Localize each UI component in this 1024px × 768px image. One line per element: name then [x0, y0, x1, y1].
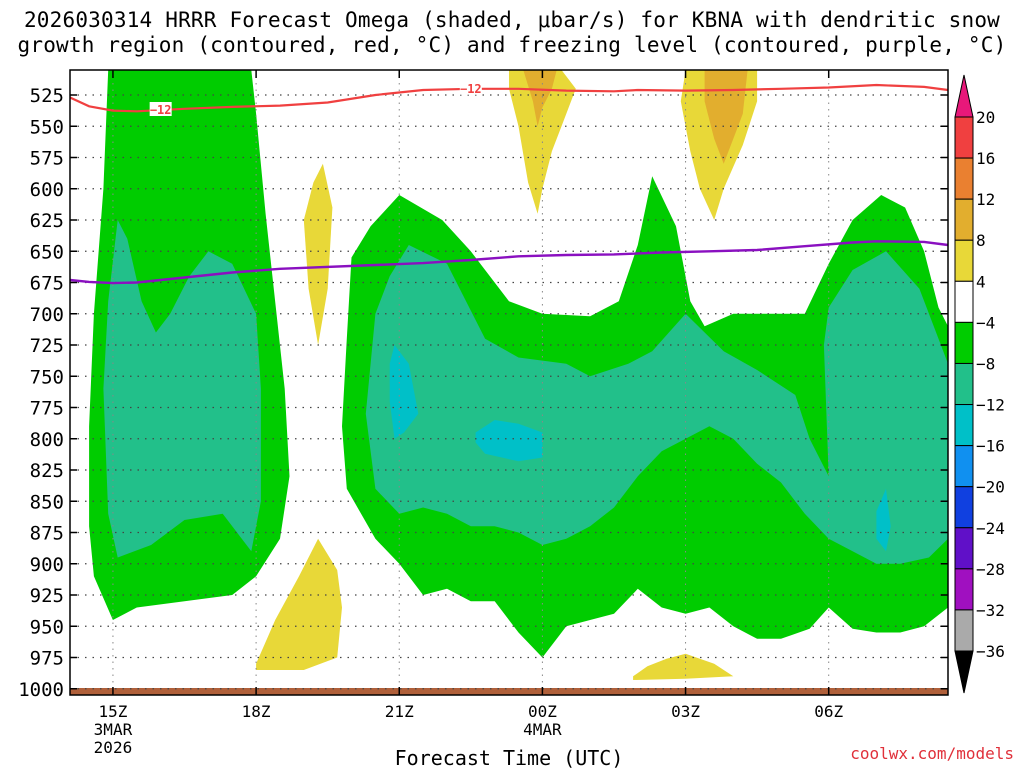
colorbar-label-3: 8	[976, 231, 986, 250]
colorbar-label-7: −12	[976, 396, 1005, 415]
omega-region-2	[103, 220, 261, 558]
colorbar-seg-1	[954, 157, 974, 200]
omega-region-7	[303, 163, 333, 345]
colorbar: 20 16 12 8 4 −4 −8 −12 −16 −20 −24 −28 −32 −36	[954, 74, 1005, 694]
y-label-875: 875	[30, 523, 64, 545]
terrain-strip	[70, 688, 948, 695]
colorbar-cap-bottom	[954, 650, 974, 694]
x-label-06Z: 06Z	[814, 702, 843, 721]
omega-region-11	[633, 653, 734, 680]
plot-frame	[69, 69, 949, 696]
dendritic-label-1-bg	[149, 102, 172, 116]
x-axis-label: Forecast Time (UTC)	[395, 746, 624, 768]
x-label-00Z: 00Z	[528, 702, 557, 721]
y-label-650: 650	[30, 241, 64, 263]
y-label-625: 625	[30, 210, 64, 232]
colorbar-label-0: 20	[976, 108, 995, 127]
colorbar-cap-top	[954, 74, 974, 118]
omega-region-3	[365, 245, 948, 564]
colorbar-label-4: 4	[976, 272, 986, 291]
y-label-825: 825	[30, 460, 64, 482]
colorbar-seg-11	[954, 568, 974, 611]
x-label-21Z: 21Z	[385, 702, 414, 721]
omega-region-13	[704, 70, 748, 164]
y-label-525: 525	[30, 85, 64, 107]
colorbar-seg-9	[954, 486, 974, 529]
x-sublabel2-15Z: 2026	[94, 738, 133, 757]
colorbar-label-6: −8	[976, 354, 995, 373]
dendritic-label-2-bg	[459, 80, 482, 95]
y-label-725: 725	[30, 335, 64, 357]
y-label-900: 900	[30, 554, 64, 576]
colorbar-seg-4	[954, 280, 974, 323]
y-label-750: 750	[30, 366, 64, 388]
contour-lines: −12 −12	[69, 80, 949, 285]
y-label-1000: 1000	[18, 679, 64, 701]
y-label-850: 850	[30, 491, 64, 513]
y-label-575: 575	[30, 148, 64, 170]
freezing-level-line	[69, 240, 949, 285]
omega-region-8	[256, 538, 342, 670]
colorbar-seg-6	[954, 362, 974, 406]
colorbar-label-12: −32	[976, 601, 1005, 620]
x-label-15Z: 15Z	[98, 702, 127, 721]
colorbar-label-8: −16	[976, 437, 1005, 456]
chart-title-line1: 2026030314 HRRR Forecast Omega (shaded, …	[23, 8, 1001, 32]
y-label-975: 975	[30, 648, 64, 670]
colorbar-label-5: −4	[976, 313, 995, 332]
y-label-925: 925	[30, 585, 64, 607]
x-sublabel-00Z: 4MAR	[523, 720, 562, 739]
omega-region-5	[475, 420, 543, 462]
credit-text: coolwx.com/models	[850, 744, 1014, 763]
colorbar-seg-8	[954, 445, 974, 488]
colorbar-label-2: 12	[976, 190, 995, 209]
omega-region-12	[523, 70, 557, 127]
colorbar-label-9: −20	[976, 478, 1005, 497]
colorbar-seg-3	[954, 239, 974, 282]
colorbar-label-13: −36	[976, 642, 1005, 661]
omega-shading	[89, 70, 948, 680]
omega-region-6	[876, 488, 891, 552]
dendritic-label-2: −12	[460, 82, 482, 96]
terrain-bar	[70, 688, 948, 695]
y-label-950: 950	[30, 616, 64, 638]
dendritic-label-1: −12	[150, 103, 172, 117]
y-label-675: 675	[30, 273, 64, 295]
grid-lines	[70, 70, 948, 695]
colorbar-seg-12	[954, 609, 974, 652]
y-label-775: 775	[30, 398, 64, 420]
x-label-03Z: 03Z	[671, 702, 700, 721]
y-axis: 525 550 575 600 625 650 675 700 725 750 775 800 825 8…	[18, 85, 948, 701]
chart-title-line2: growth region (contoured, red, °C) and f…	[17, 33, 1007, 57]
y-label-800: 800	[30, 429, 64, 451]
colorbar-label-10: −24	[976, 519, 1005, 538]
colorbar-seg-7	[954, 404, 974, 447]
y-label-700: 700	[30, 304, 64, 326]
y-label-550: 550	[30, 116, 64, 138]
colorbar-seg-2	[954, 198, 974, 241]
x-label-18Z: 18Z	[242, 702, 271, 721]
colorbar-label-1: 16	[976, 149, 995, 168]
omega-region-4	[389, 345, 419, 439]
colorbar-seg-5	[954, 321, 974, 364]
y-label-600: 600	[30, 179, 64, 201]
x-sublabel-15Z: 3MAR	[94, 720, 133, 739]
colorbar-label-11: −28	[976, 560, 1005, 579]
colorbar-seg-10	[954, 527, 974, 570]
colorbar-seg-0	[954, 116, 974, 159]
